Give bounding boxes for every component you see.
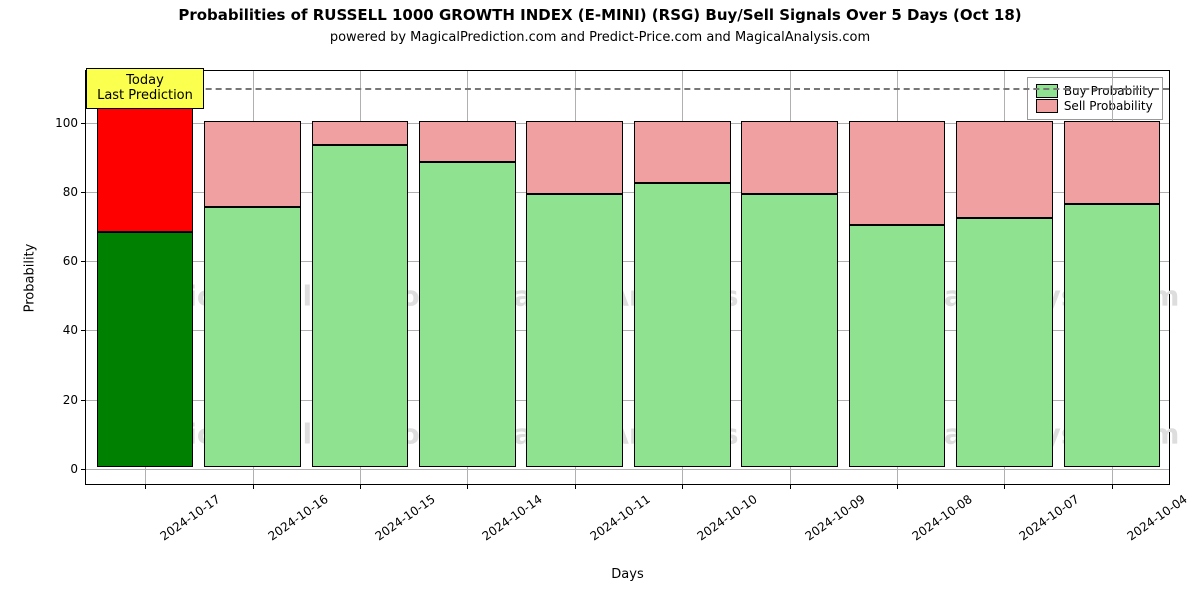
x-tick-mark [1004, 484, 1005, 489]
bar-sell [1064, 121, 1161, 204]
bar-sell [204, 121, 301, 207]
x-tick-label: 2024-10-11 [587, 492, 652, 543]
bar-group [956, 69, 1053, 484]
y-tick-label: 40 [63, 323, 78, 337]
bar-sell [849, 121, 946, 225]
x-axis-label: Days [611, 567, 643, 582]
y-tick-mark [81, 261, 86, 262]
y-tick-label: 80 [63, 185, 78, 199]
x-tick-label: 2024-10-15 [373, 492, 438, 543]
y-tick-mark [81, 330, 86, 331]
y-tick-mark [81, 469, 86, 470]
bar-sell [956, 121, 1053, 218]
x-tick-label: 2024-10-16 [265, 492, 330, 543]
annotation-line-1: Today [97, 73, 193, 89]
today-annotation: TodayLast Prediction [86, 68, 204, 109]
bar-sell [741, 121, 838, 194]
y-axis-label: Probability [23, 243, 38, 312]
bar-group [419, 69, 516, 484]
x-tick-mark [253, 484, 254, 489]
y-tick-label: 20 [63, 393, 78, 407]
bar-buy [634, 183, 731, 467]
y-tick-mark [81, 400, 86, 401]
x-tick-mark [1112, 484, 1113, 489]
bar-sell [312, 121, 409, 145]
y-tick-mark [81, 123, 86, 124]
annotation-line-2: Last Prediction [97, 88, 193, 104]
x-tick-label: 2024-10-17 [158, 492, 223, 543]
bar-buy [741, 194, 838, 467]
bar-sell [526, 121, 623, 194]
y-tick-mark [81, 192, 86, 193]
x-tick-mark [145, 484, 146, 489]
x-tick-label: 2024-10-09 [802, 492, 867, 543]
x-tick-label: 2024-10-10 [695, 492, 760, 543]
bar-group [97, 69, 194, 484]
bar-group [526, 69, 623, 484]
x-tick-label: 2024-10-04 [1125, 492, 1190, 543]
y-tick-label: 60 [63, 254, 78, 268]
bar-group [312, 69, 409, 484]
chart-container: Probabilities of RUSSELL 1000 GROWTH IND… [0, 0, 1200, 600]
bar-buy [312, 145, 409, 467]
bar-buy [849, 225, 946, 467]
bar-group [849, 69, 946, 484]
bar-group [1064, 69, 1161, 484]
bar-buy [1064, 204, 1161, 467]
bar-sell [634, 121, 731, 183]
x-tick-label: 2024-10-08 [910, 492, 975, 543]
x-tick-mark [897, 484, 898, 489]
bar-group [741, 69, 838, 484]
x-tick-mark [360, 484, 361, 489]
chart-title: Probabilities of RUSSELL 1000 GROWTH IND… [0, 6, 1200, 24]
bar-buy [97, 232, 194, 467]
bar-buy [204, 207, 301, 466]
x-tick-label: 2024-10-07 [1017, 492, 1082, 543]
plot-area: Buy ProbabilitySell Probability MagicalA… [85, 70, 1170, 485]
x-tick-label: 2024-10-14 [480, 492, 545, 543]
bar-sell [419, 121, 516, 163]
x-tick-mark [790, 484, 791, 489]
chart-subtitle: powered by MagicalPrediction.com and Pre… [0, 30, 1200, 45]
bar-group [204, 69, 301, 484]
bar-buy [956, 218, 1053, 467]
x-tick-mark [575, 484, 576, 489]
y-tick-label: 100 [55, 116, 78, 130]
x-tick-mark [682, 484, 683, 489]
y-tick-label: 0 [70, 462, 78, 476]
bar-group [634, 69, 731, 484]
x-tick-mark [467, 484, 468, 489]
bar-buy [419, 162, 516, 466]
bar-buy [526, 194, 623, 467]
